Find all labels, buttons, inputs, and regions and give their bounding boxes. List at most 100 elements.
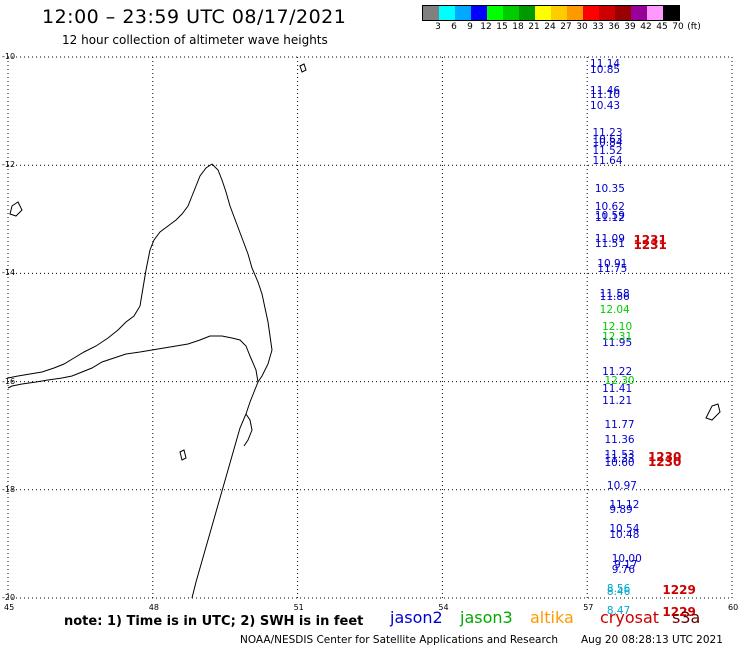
longitude-label: 48 xyxy=(148,603,159,612)
wave-height-value: 10.00 xyxy=(611,553,642,566)
wave-height-value: 11.53 xyxy=(604,449,635,462)
wave-height-value-green: 12.10 xyxy=(602,320,633,333)
nosy-be-island xyxy=(9,201,23,217)
wave-height-value: 10.91 xyxy=(597,258,628,271)
latitude-label: -14 xyxy=(2,268,16,278)
wave-height-value: 10.62 xyxy=(594,201,625,214)
wave-height-value-cyan: 8.47 xyxy=(606,604,631,617)
satellite-s3a-label: s3a xyxy=(672,608,701,627)
longitude-label: 60 xyxy=(728,603,739,612)
scale-label: 9 xyxy=(467,22,473,32)
latitude-label: -18 xyxy=(2,484,16,494)
wave-height-value: 10.48 xyxy=(609,528,640,541)
observation-time-label: 1229 xyxy=(662,604,696,619)
wave-height-value: 11.51 xyxy=(594,237,625,250)
wave-height-value: 9.89 xyxy=(609,504,633,517)
scale-swatch xyxy=(439,6,455,20)
wave-height-value: 11.23 xyxy=(592,126,623,139)
longitude-label: 57 xyxy=(583,603,594,612)
wave-height-value-green: 12.30 xyxy=(604,374,635,387)
latitude-label: -16 xyxy=(2,376,16,386)
madagascar-west-coast xyxy=(7,163,213,379)
wave-height-value: 10.84 xyxy=(592,136,623,149)
map-subtitle: 12 hour collection of altimeter wave hei… xyxy=(62,33,328,47)
wave-height-value: 11.14 xyxy=(590,58,621,71)
wave-height-value: 10.63 xyxy=(592,133,623,146)
madagascar-east-coast-south xyxy=(191,381,259,599)
wave-height-value: 9.76 xyxy=(611,563,636,576)
longitude-label: 51 xyxy=(293,603,304,612)
scale-swatch xyxy=(503,6,519,20)
scale-label: 12 xyxy=(480,22,492,32)
small-islet xyxy=(179,449,187,461)
lat-lon-grid xyxy=(7,56,733,599)
observation-time-label: 1231 xyxy=(633,237,667,252)
scale-label: 30 xyxy=(576,22,588,32)
scale-swatch xyxy=(663,6,679,20)
observation-time-label: 1231 xyxy=(633,232,667,247)
wave-height-value: 11.21 xyxy=(602,395,633,408)
wave-height-value: 10.97 xyxy=(606,480,637,493)
scale-swatch xyxy=(567,6,583,20)
wave-height-value: 11.95 xyxy=(602,336,633,349)
scale-swatch xyxy=(519,6,535,20)
latitude-label: -20 xyxy=(2,593,16,602)
ile-sainte-marie xyxy=(243,413,253,447)
wave-height-value: 9.17 xyxy=(614,558,638,571)
scale-swatch xyxy=(631,6,647,20)
satellite-altika-label: altika xyxy=(530,608,574,627)
wave-height-value: 11.52 xyxy=(592,144,623,157)
wave-height-value: 11.77 xyxy=(604,418,635,431)
wave-height-value-green: 12.04 xyxy=(599,304,630,317)
scale-label: 15 xyxy=(496,22,508,32)
scale-swatch xyxy=(535,6,551,20)
scale-label: 70 xyxy=(672,22,684,32)
wave-height-value: 11.22 xyxy=(602,366,633,379)
scale-swatch xyxy=(423,6,439,20)
wave-height-value: 11.09 xyxy=(594,232,625,245)
wave-height-value: 11.12 xyxy=(609,499,640,512)
scale-label: 3 xyxy=(435,22,441,32)
latitude-label: -10 xyxy=(2,52,16,61)
satellite-cryosat-label: cryosat xyxy=(600,608,660,627)
satellite-jason3-label: jason3 xyxy=(460,608,513,627)
footer-note: note: 1) Time is in UTC; 2) SWH is in fe… xyxy=(64,614,364,629)
wave-height-value: 11.46 xyxy=(590,85,621,98)
scale-label: 6 xyxy=(451,22,457,32)
scale-swatch xyxy=(647,6,663,20)
observation-time-label: 1230 xyxy=(647,454,682,469)
wave-height-value: 10.60 xyxy=(604,456,635,469)
wave-height-value-green: 12.31 xyxy=(602,331,633,344)
wave-height-value-cyan: 8.56 xyxy=(606,582,631,595)
scale-swatch xyxy=(455,6,471,20)
wave-height-value: 11.86 xyxy=(599,290,630,303)
scale-label: 27 xyxy=(560,22,572,32)
wave-height-value: 10.59 xyxy=(594,209,625,222)
scale-label: 45 xyxy=(656,22,668,32)
scale-label: 42 xyxy=(640,22,652,32)
scale-swatch xyxy=(583,6,599,20)
wave-height-value: 10.85 xyxy=(590,63,621,76)
scale-swatch xyxy=(487,6,503,20)
small-island-north xyxy=(299,63,307,73)
generated-timestamp: Aug 20 08:28:13 UTC 2021 xyxy=(581,634,723,646)
map-title: 12:00 – 23:59 UTC 08/17/2021 xyxy=(42,6,347,28)
credit-text: NOAA/NESDIS Center for Satellite Applica… xyxy=(240,634,558,646)
satellite-jason2-label: jason2 xyxy=(390,608,443,627)
observation-time-label: 1230 xyxy=(647,450,682,465)
scale-swatch xyxy=(551,6,567,20)
latitude-label: -12 xyxy=(2,160,16,170)
scale-swatch xyxy=(615,6,631,20)
scale-label: 33 xyxy=(592,22,604,32)
longitude-label: 45 xyxy=(4,603,15,612)
wave-height-value-cyan: 8.46 xyxy=(606,585,631,598)
wave-height-value: 11.58 xyxy=(599,288,630,301)
scale-label: 18 xyxy=(512,22,524,32)
color-scale-labels: 3 6 9 12 15 18 21 24 27 30 33 36 39 42 45 70 (ft) xyxy=(422,22,740,34)
wave-height-value: 11.41 xyxy=(602,382,633,395)
wave-height-value: 11.64 xyxy=(592,155,623,168)
longitude-label: 54 xyxy=(438,603,449,612)
wave-height-value: 11.75 xyxy=(597,262,628,275)
wave-height-value: 10.43 xyxy=(590,99,621,112)
wave-height-value: 10.35 xyxy=(594,182,625,195)
